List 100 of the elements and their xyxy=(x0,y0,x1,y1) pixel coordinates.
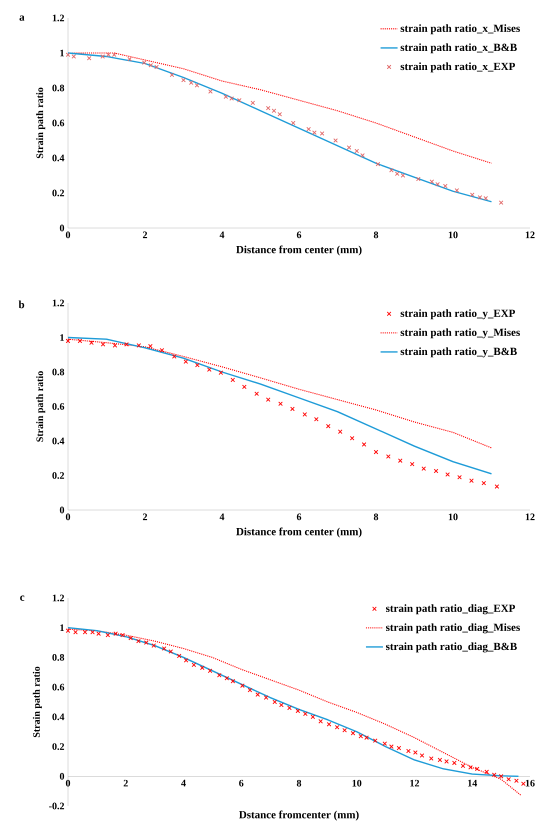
point xyxy=(128,636,133,640)
point xyxy=(151,643,156,648)
point xyxy=(303,712,308,716)
point xyxy=(142,60,147,65)
point xyxy=(287,706,292,710)
point xyxy=(444,759,449,764)
point xyxy=(113,631,118,636)
point xyxy=(176,654,182,658)
point xyxy=(334,724,340,730)
y-tick-label: 0.8 xyxy=(52,368,64,376)
x-tick-label: 12 xyxy=(526,232,535,238)
point xyxy=(416,176,421,182)
point xyxy=(279,702,284,708)
point xyxy=(250,100,256,106)
point xyxy=(78,338,82,344)
point xyxy=(208,89,213,94)
point xyxy=(127,56,132,62)
point xyxy=(192,662,196,668)
point xyxy=(410,462,414,466)
point xyxy=(521,781,526,786)
point xyxy=(200,666,205,670)
legend-label: strain path ratio_y_B&B xyxy=(400,347,517,358)
point xyxy=(124,342,129,347)
x-tick-label: 0 xyxy=(66,780,70,787)
point xyxy=(396,746,402,750)
point xyxy=(278,401,283,406)
point xyxy=(445,472,450,477)
x-axis-title: Distance from center (mm) xyxy=(236,527,362,538)
point xyxy=(360,153,365,158)
point xyxy=(66,628,70,633)
y-tick-label: 0.6 xyxy=(52,403,64,410)
y-tick-label: 1 xyxy=(60,624,64,632)
point xyxy=(342,728,347,733)
x-tick-label: 4 xyxy=(220,514,224,520)
point xyxy=(272,108,276,114)
point xyxy=(354,148,360,154)
point xyxy=(514,778,519,784)
x-tick-label: 2 xyxy=(142,232,148,238)
point xyxy=(181,78,186,82)
point xyxy=(386,454,391,459)
point xyxy=(326,722,332,727)
point xyxy=(482,480,486,486)
legend-label: strain path ratio_x_Mises xyxy=(400,24,520,34)
y-tick-label: 0.2 xyxy=(52,190,64,196)
point xyxy=(306,126,311,132)
point xyxy=(318,719,323,724)
y-tick-label: 1.2 xyxy=(52,300,64,306)
point xyxy=(320,131,324,136)
point xyxy=(277,112,282,117)
point xyxy=(184,658,188,663)
y-tick-label: 0 xyxy=(60,506,64,514)
point xyxy=(230,378,236,382)
x-tick-label: 6 xyxy=(296,232,302,238)
y-tick-label: 1 xyxy=(60,50,64,56)
point xyxy=(290,406,295,412)
point xyxy=(428,756,434,761)
point xyxy=(314,416,319,422)
x-tick-label: 12 xyxy=(410,780,420,786)
point xyxy=(382,741,388,746)
point xyxy=(194,83,200,88)
point xyxy=(484,770,489,774)
legend-label: strain path ratio_diag_EXP xyxy=(386,604,516,614)
point xyxy=(264,695,268,700)
point xyxy=(376,162,380,166)
point xyxy=(240,683,245,688)
point xyxy=(498,774,504,779)
y-tick-label: 0 xyxy=(60,224,64,232)
point xyxy=(112,343,118,348)
point xyxy=(218,370,224,375)
point xyxy=(106,632,110,638)
point xyxy=(310,714,316,720)
point xyxy=(498,200,504,205)
y-tick-label: 0 xyxy=(60,772,64,780)
y-tick-label: 0.2 xyxy=(52,472,64,479)
point xyxy=(346,145,352,150)
point xyxy=(224,676,230,681)
point xyxy=(184,359,188,364)
x-tick-label: 8 xyxy=(374,232,378,238)
x-tick-label: 2 xyxy=(124,780,128,786)
y-tick-label: 0.6 xyxy=(52,120,64,126)
point xyxy=(86,56,92,61)
x-tick-label: 10 xyxy=(352,780,362,787)
point xyxy=(272,700,278,704)
y-tick-label: 0.8 xyxy=(52,654,64,661)
point xyxy=(266,106,270,110)
point xyxy=(457,474,462,480)
chart-title: a xyxy=(20,16,24,21)
point xyxy=(372,738,378,743)
point xyxy=(421,466,426,471)
point xyxy=(254,391,259,396)
point xyxy=(168,649,174,654)
point xyxy=(338,429,342,434)
y-tick-label: 0.4 xyxy=(52,438,64,444)
point xyxy=(506,776,511,782)
point xyxy=(326,424,331,428)
point xyxy=(398,458,403,463)
y-tick-label: -0.2 xyxy=(49,802,64,810)
point xyxy=(494,484,500,489)
legend-label: strain path ratio_y_EXP xyxy=(400,309,516,320)
point xyxy=(474,766,480,772)
